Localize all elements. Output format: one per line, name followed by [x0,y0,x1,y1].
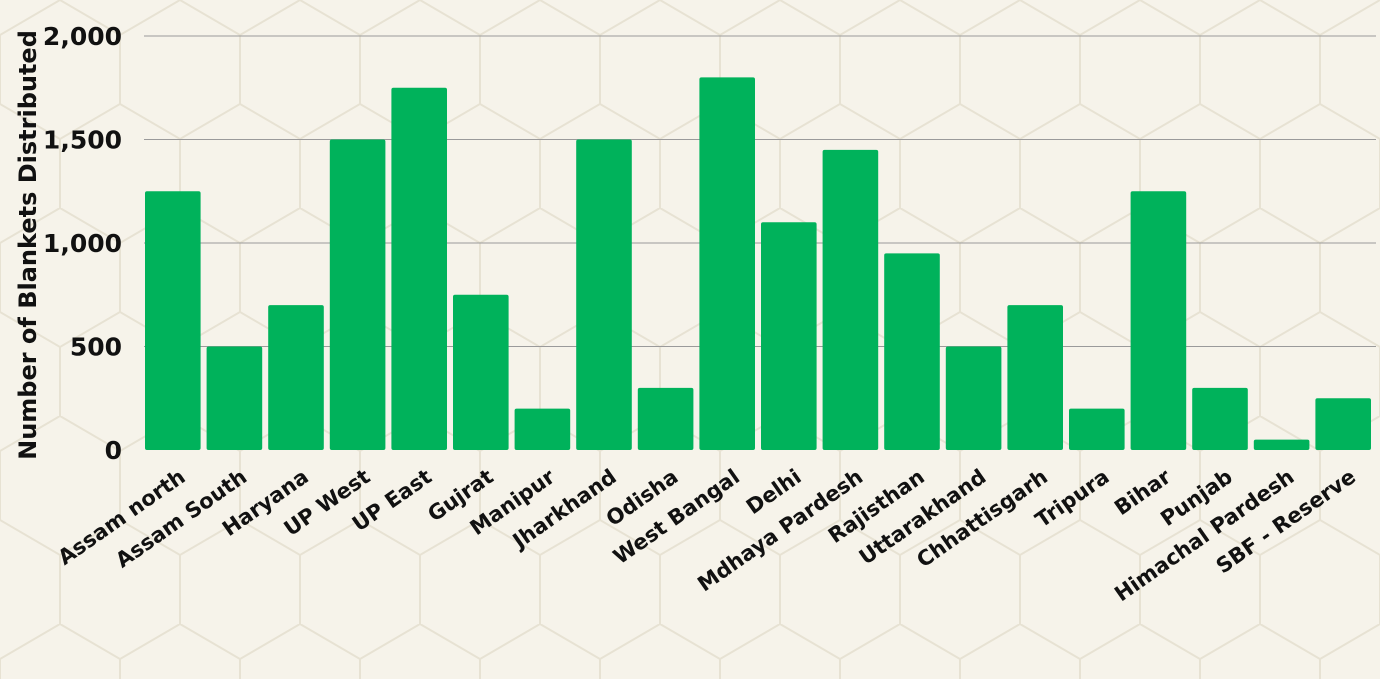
y-tick-label: 1,500 [43,126,122,155]
y-tick-label: 500 [70,333,122,362]
y-tick-label: 0 [105,436,122,465]
bar [453,294,509,450]
bar [1069,408,1125,450]
y-axis-ticks: 0 500 1,000 1,500 2,000 [43,22,122,465]
y-tick-label: 1,000 [43,229,122,258]
bar [576,139,632,450]
bar [637,387,694,450]
bar [329,139,386,450]
bar [268,305,324,450]
bars [145,77,1371,451]
bar [1007,305,1063,450]
bar [1192,387,1248,450]
y-axis-title: Number of Blankets Distributed [14,30,42,460]
bar [206,346,263,450]
bar [1315,398,1371,450]
bar [761,222,817,450]
bar [145,191,201,450]
bar [822,149,879,450]
bar [1253,439,1310,450]
bar [884,253,940,450]
bar [1130,191,1187,450]
bar [514,408,571,450]
bar [945,346,1002,450]
bar [391,87,447,450]
y-tick-label: 2,000 [43,22,122,51]
bar [699,77,755,451]
